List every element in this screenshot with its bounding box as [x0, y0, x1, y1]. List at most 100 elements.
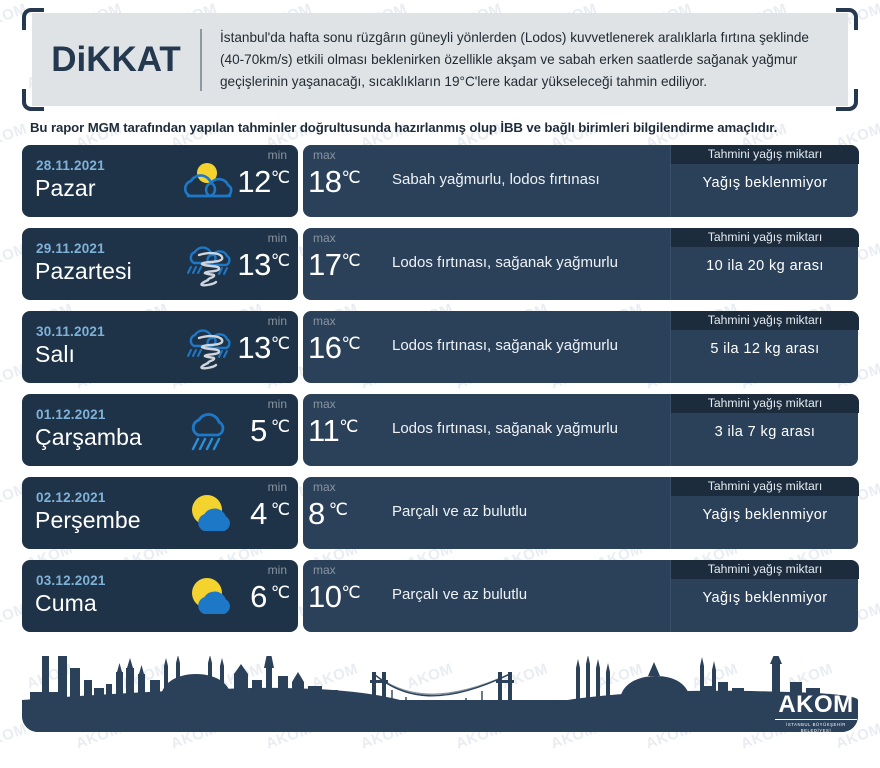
day-card: 29.11.2021 Pazartesi min 13℃	[22, 228, 298, 300]
alert-banner: DiKKAT İstanbul'da hafta sonu rüzgârın g…	[22, 8, 858, 111]
min-temp-value: 13	[237, 247, 270, 282]
degree-unit: ℃	[341, 251, 359, 270]
forecast-date: 02.12.2021	[36, 490, 106, 505]
sun-cloud-icon	[182, 490, 236, 536]
min-temp-value: 6	[250, 579, 267, 614]
precipitation-value: 3 ila 7 kg arası	[671, 424, 859, 440]
max-temperature: 10℃	[308, 579, 360, 615]
max-temp-value: 18	[308, 164, 341, 199]
forecast-row: 02.12.2021 Perşembe min 4℃ max 8℃ Parçal…	[0, 477, 880, 549]
day-card: 30.11.2021 Salı min 13℃	[22, 311, 298, 383]
storm-icon	[182, 324, 236, 370]
precipitation-header: Tahmini yağış miktarı	[671, 477, 859, 496]
min-label: min	[268, 148, 287, 162]
description-bar: Parçalı ve az bulutlu Tahmini yağış mikt…	[366, 477, 858, 549]
forecast-day-name: Perşembe	[35, 505, 141, 535]
max-temperature: 8℃	[308, 496, 347, 532]
precipitation-value: Yağış beklenmiyor	[671, 590, 859, 606]
rain-icon	[182, 407, 236, 453]
precipitation-panel: Tahmini yağış miktarı 5 ila 12 kg arası	[670, 311, 858, 383]
max-label: max	[313, 148, 336, 162]
max-card: max 16℃	[303, 311, 375, 383]
precipitation-panel: Tahmini yağış miktarı 3 ila 7 kg arası	[670, 394, 858, 466]
degree-unit: ℃	[267, 500, 289, 519]
forecast-row: 29.11.2021 Pazartesi min 13℃ max	[0, 228, 880, 300]
max-card: max 11℃	[303, 394, 375, 466]
max-label: max	[313, 314, 336, 328]
min-label: min	[268, 231, 287, 245]
weather-description: Parçalı ve az bulutlu	[392, 586, 527, 603]
weather-description: Lodos fırtınası, sağanak yağmurlu	[392, 337, 618, 354]
min-label: min	[268, 480, 287, 494]
forecast-day-name: Çarşamba	[35, 422, 142, 452]
bracket-bottom-right	[836, 89, 858, 111]
min-label: min	[268, 314, 287, 328]
alert-box: DiKKAT İstanbul'da hafta sonu rüzgârın g…	[32, 13, 848, 106]
precipitation-panel: Tahmini yağış miktarı 10 ila 20 kg arası	[670, 228, 858, 300]
forecast-day-name: Pazartesi	[35, 256, 132, 286]
weather-description: Lodos fırtınası, sağanak yağmurlu	[392, 254, 618, 271]
storm-icon	[182, 241, 236, 287]
min-temperature: 13℃	[237, 247, 289, 283]
description-bar: Sabah yağmurlu, lodos fırtınası Tahmini …	[366, 145, 858, 217]
forecast-day-name: Cuma	[35, 588, 97, 618]
precipitation-value: Yağış beklenmiyor	[671, 175, 859, 191]
max-label: max	[313, 563, 336, 577]
weather-description: Lodos fırtınası, sağanak yağmurlu	[392, 420, 618, 437]
precipitation-header: Tahmini yağış miktarı	[671, 560, 859, 579]
max-temp-value: 8	[308, 496, 325, 531]
precipitation-header: Tahmini yağış miktarı	[671, 228, 859, 247]
max-card: max 18℃	[303, 145, 375, 217]
degree-unit: ℃	[341, 583, 359, 602]
min-label: min	[268, 397, 287, 411]
forecast-row: 01.12.2021 Çarşamba min 5℃ max 11℃ Lodos…	[0, 394, 880, 466]
day-card: 28.11.2021 Pazar min 12℃	[22, 145, 298, 217]
forecast-day-name: Pazar	[35, 173, 96, 203]
forecast-row: 28.11.2021 Pazar min 12℃ max 18℃ Sabah y…	[0, 145, 880, 217]
max-card: max 17℃	[303, 228, 375, 300]
day-card: 03.12.2021 Cuma min 6℃	[22, 560, 298, 632]
bracket-top-left	[22, 8, 44, 30]
max-label: max	[313, 231, 336, 245]
alert-title: DiKKAT	[32, 40, 200, 80]
forecast-date: 03.12.2021	[36, 573, 106, 588]
description-bar: Lodos fırtınası, sağanak yağmurlu Tahmin…	[366, 311, 858, 383]
forecast-row: 03.12.2021 Cuma min 6℃ max 10℃ Parçalı v…	[0, 560, 880, 632]
alert-body-text: İstanbul'da hafta sonu rüzgârın güneyli …	[202, 27, 848, 93]
day-card: 02.12.2021 Perşembe min 4℃	[22, 477, 298, 549]
max-temp-value: 11	[308, 413, 339, 448]
akom-logo-subtitle: İSTANBUL BÜYÜKŞEHİR BELEDİYESİ	[775, 719, 857, 734]
precipitation-header: Tahmini yağış miktarı	[671, 145, 859, 164]
bracket-bottom-left	[22, 89, 44, 111]
precipitation-header: Tahmini yağış miktarı	[671, 394, 859, 413]
max-temperature: 11℃	[308, 413, 357, 449]
forecast-date: 29.11.2021	[36, 241, 105, 256]
max-card: max 10℃	[303, 560, 375, 632]
description-bar: Lodos fırtınası, sağanak yağmurlu Tahmin…	[366, 394, 858, 466]
precipitation-panel: Tahmini yağış miktarı Yağış beklenmiyor	[670, 560, 858, 632]
description-bar: Parçalı ve az bulutlu Tahmini yağış mikt…	[366, 560, 858, 632]
forecast-date: 01.12.2021	[36, 407, 106, 422]
precipitation-value: 10 ila 20 kg arası	[671, 258, 859, 274]
akom-logo: AKOM İSTANBUL BÜYÜKŞEHİR BELEDİYESİ	[775, 693, 857, 734]
degree-unit: ℃	[325, 500, 347, 519]
min-temp-value: 13	[237, 330, 270, 365]
degree-unit: ℃	[339, 417, 357, 436]
day-card: 01.12.2021 Çarşamba min 5℃	[22, 394, 298, 466]
degree-unit: ℃	[341, 334, 359, 353]
source-note: Bu rapor MGM tarafından yapılan tahminle…	[30, 120, 777, 135]
precipitation-value: 5 ila 12 kg arası	[671, 341, 859, 357]
forecast-day-name: Salı	[35, 339, 75, 369]
precipitation-value: Yağış beklenmiyor	[671, 507, 859, 523]
akom-logo-text: AKOM	[775, 693, 857, 717]
max-temperature: 18℃	[308, 164, 360, 200]
max-temperature: 17℃	[308, 247, 360, 283]
min-temp-value: 4	[250, 496, 267, 531]
forecast-row: 30.11.2021 Salı min 13℃ max	[0, 311, 880, 383]
partly-cloudy-icon	[182, 158, 236, 204]
min-label: min	[268, 563, 287, 577]
min-temp-value: 12	[237, 164, 270, 199]
degree-unit: ℃	[271, 168, 289, 187]
max-temp-value: 17	[308, 247, 341, 282]
degree-unit: ℃	[341, 168, 359, 187]
